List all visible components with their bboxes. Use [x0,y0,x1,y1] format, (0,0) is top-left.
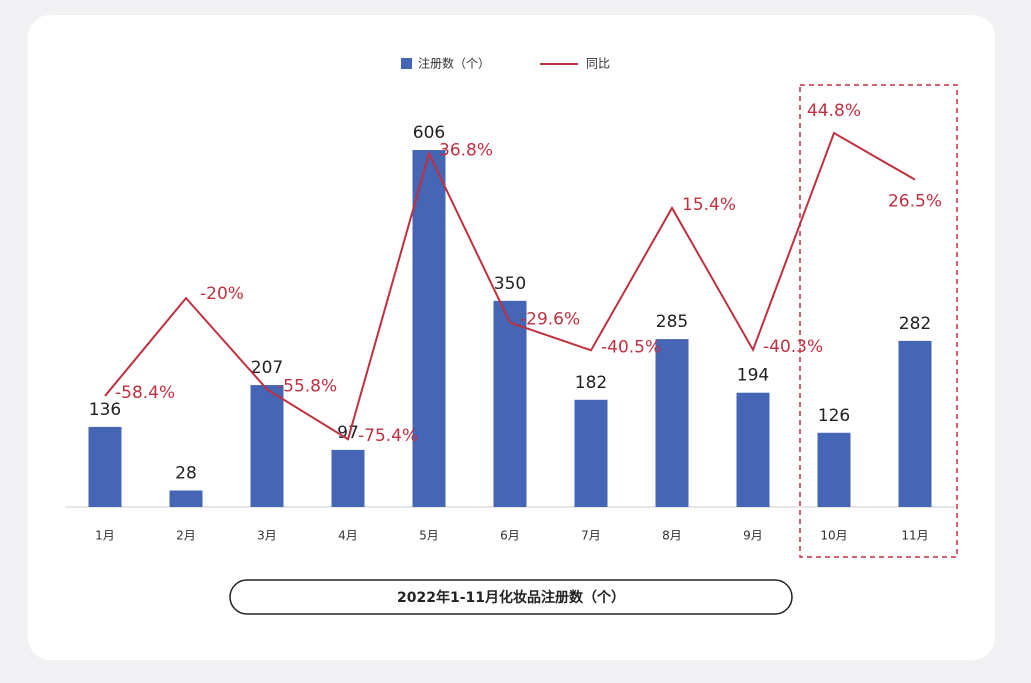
bar [169,490,203,507]
line-label: -40.5% [601,337,661,357]
legend-label: 注册数（个） [418,56,490,71]
x-tick-label: 6月 [500,529,520,543]
line-label: -75.4% [358,426,418,446]
chart-title: 2022年1-11月化妆品注册数（个） [397,589,625,606]
x-tick-label: 7月 [581,529,601,543]
bar-label: 136 [89,400,121,420]
line-label: 15.4% [682,195,736,215]
legend-swatch [401,58,412,69]
line-label: -29.6% [520,310,580,330]
x-tick-label: 4月 [338,529,358,543]
x-tick-label: 5月 [419,529,439,543]
bar-label: 182 [575,373,607,393]
bar [331,449,365,507]
line-label: -20% [200,284,244,304]
bar [88,426,122,507]
x-tick-label: 10月 [820,529,847,543]
x-tick-label: 1月 [95,529,115,543]
line-label: 44.8% [807,101,861,121]
x-tick-label: 2月 [176,529,196,543]
highlight-box [799,84,958,558]
bar-label: 207 [251,358,283,378]
bar [493,300,527,507]
bar [250,385,284,507]
bar [574,399,608,507]
line-label: 26.5% [888,192,942,212]
bar-label: 194 [737,366,769,386]
bar-label: 350 [494,274,526,294]
x-tick-label: 11月 [901,529,928,543]
bar-label: 285 [656,312,688,332]
bar-label: 97 [337,423,359,443]
bar [412,150,446,507]
line [104,131,916,441]
x-tick-label: 3月 [257,529,277,543]
bar-label: 126 [818,406,850,426]
line-label: 36.8% [439,140,493,160]
x-tick-label: 9月 [743,529,763,543]
line-label: -58.4% [115,383,175,403]
bar [655,339,689,507]
bar-label: 282 [899,314,931,334]
title-box [229,579,793,615]
bar-label: 606 [413,123,445,143]
bar-label: 28 [175,464,197,484]
bar [736,392,770,507]
legend-label: 同比 [586,57,610,71]
line-label: -55.8% [277,376,337,396]
x-tick-label: 8月 [662,529,682,543]
bar [898,340,932,507]
bar [817,432,851,507]
line-label: -40.3% [763,337,823,357]
